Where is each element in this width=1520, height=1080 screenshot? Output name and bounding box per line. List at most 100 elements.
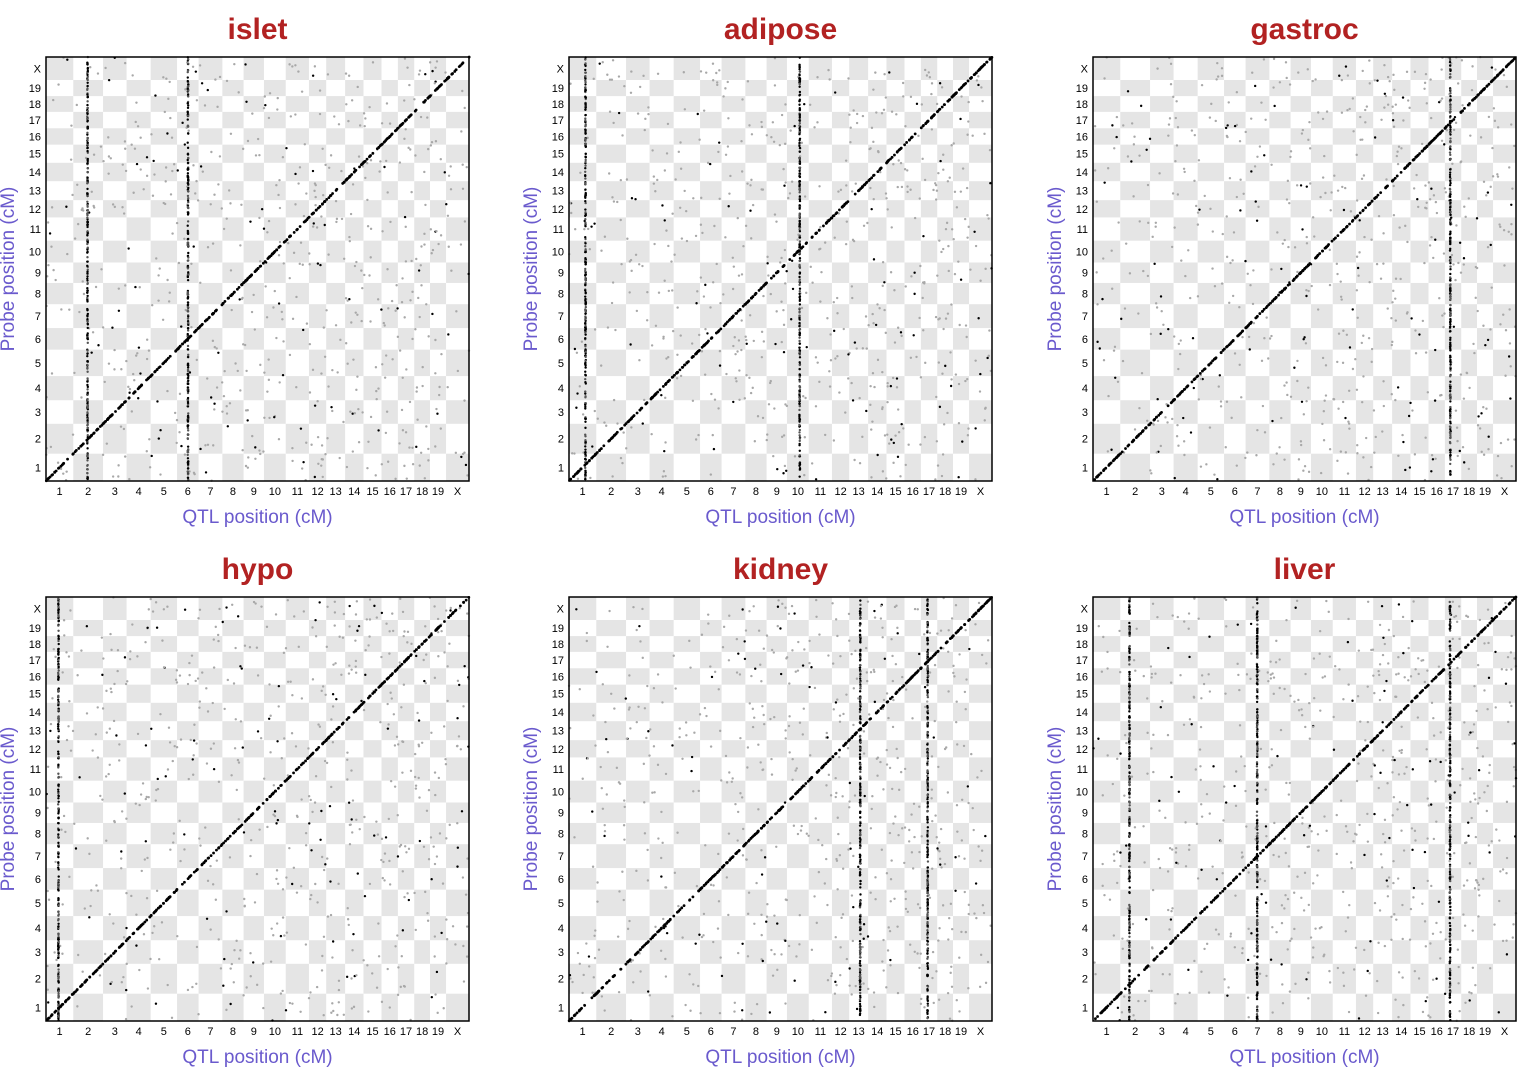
qtl-point — [391, 358, 394, 361]
qtl-point — [1093, 125, 1097, 128]
qtl-point — [130, 410, 134, 413]
checker-cell — [649, 79, 674, 97]
hotspot-point — [187, 83, 190, 86]
qtl-point — [617, 111, 621, 115]
cis-point — [1318, 252, 1322, 255]
checker-cell — [1444, 376, 1462, 401]
checker-cell — [103, 282, 127, 305]
cis-point — [261, 261, 265, 265]
qtl-point — [642, 74, 645, 78]
qtl-point — [1464, 215, 1467, 219]
qtl-point — [1438, 297, 1441, 300]
qtl-point — [414, 328, 417, 331]
qtl-point — [910, 275, 913, 278]
qtl-point — [1287, 245, 1290, 249]
cis-point — [1355, 215, 1359, 218]
qtl-point — [423, 232, 426, 236]
qtl-point — [124, 284, 127, 287]
qtl-point — [1484, 343, 1487, 347]
hotspot-point — [798, 82, 801, 85]
checker-cell — [1150, 282, 1174, 305]
checker-cell — [569, 57, 597, 80]
qtl-point — [850, 285, 854, 288]
cis-point — [1399, 170, 1403, 174]
checker-cell — [808, 57, 832, 80]
hotspot-point — [186, 141, 189, 144]
hotspot-point — [186, 327, 190, 330]
checker-cell — [1461, 181, 1477, 201]
checker-cell — [969, 217, 992, 241]
qtl-point — [201, 170, 205, 173]
hotspot-point — [187, 212, 190, 215]
cis-point — [226, 296, 230, 300]
qtl-point — [1225, 255, 1229, 259]
qtl-point — [1182, 440, 1186, 443]
qtl-point — [1182, 416, 1185, 420]
qtl-point — [368, 105, 371, 109]
cis-point — [350, 173, 354, 176]
qtl-point — [1499, 225, 1502, 229]
hotspot-point — [584, 160, 587, 164]
qtl-point — [52, 268, 55, 272]
qtl-point — [638, 263, 641, 266]
qtl-point — [1095, 271, 1098, 274]
qtl-point — [276, 108, 279, 111]
cis-point — [1265, 304, 1269, 308]
checker-cell — [1444, 423, 1462, 454]
qtl-point — [881, 470, 885, 473]
checker-cell — [414, 79, 430, 97]
qtl-point — [225, 412, 229, 415]
x-tick-label: 13 — [853, 486, 865, 498]
cis-point — [328, 194, 332, 198]
qtl-point — [251, 434, 254, 438]
checker-cell — [673, 128, 701, 145]
x-tick-label: 6 — [708, 486, 714, 498]
cis-point — [801, 245, 805, 249]
qtl-point — [662, 337, 665, 340]
qtl-point — [415, 445, 418, 449]
qtl-point — [314, 203, 317, 207]
qtl-point — [275, 336, 278, 340]
hotspot-point — [1449, 247, 1452, 251]
qtl-point — [405, 477, 408, 480]
qtl-point — [945, 221, 949, 225]
qtl-point — [1342, 208, 1346, 212]
hotspot-point — [186, 382, 190, 386]
x-tick-label: 14 — [348, 486, 360, 498]
qtl-point — [677, 150, 681, 154]
qtl-point — [788, 192, 792, 195]
qtl-point — [1103, 181, 1106, 184]
hotspot-point — [187, 256, 190, 259]
qtl-point — [621, 461, 624, 465]
hotspot-point — [1448, 171, 1452, 174]
checker-cell — [673, 376, 701, 401]
checker-cell — [243, 240, 264, 263]
hotspot-point — [798, 90, 802, 94]
qtl-point — [1124, 242, 1128, 245]
hotspot-point — [1448, 394, 1452, 398]
checker-cell — [126, 217, 151, 241]
qtl-point — [928, 76, 932, 79]
checker-cell — [1461, 217, 1477, 241]
qtl-point — [1496, 126, 1500, 129]
hotspot-point — [1448, 58, 1452, 62]
checker-cell — [1269, 304, 1291, 329]
qtl-point — [1235, 91, 1239, 94]
qtl-point — [390, 299, 394, 303]
qtl-point — [356, 375, 359, 378]
qtl-point — [1370, 347, 1374, 351]
checker-cell — [1410, 128, 1429, 145]
qtl-point — [342, 420, 345, 424]
qtl-point — [166, 389, 169, 393]
checker-cell — [808, 240, 832, 263]
cis-point — [1368, 201, 1372, 205]
hotspot-point — [584, 448, 587, 451]
qtl-point — [243, 343, 247, 347]
checker-cell — [808, 282, 832, 305]
qtl-point — [170, 136, 174, 139]
checker-cell — [1310, 304, 1333, 329]
checker-cell — [1332, 376, 1356, 401]
checker-cell — [1476, 200, 1494, 218]
qtl-point — [379, 160, 382, 163]
qtl-point — [1232, 231, 1236, 234]
